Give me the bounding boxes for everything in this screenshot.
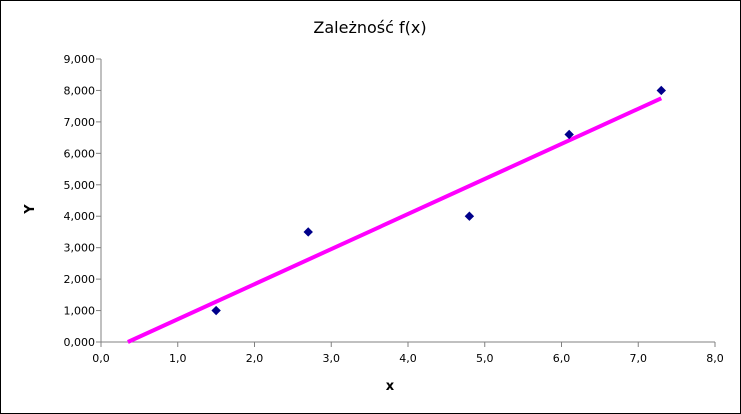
y-axis-ticks: 0,000 1,000 2,000 3,000 4,000 5,000 6,000 7,000…: [64, 53, 101, 349]
x-tick-label: 5,0: [476, 352, 494, 365]
data-point: [303, 227, 313, 237]
y-tick-label: 1,000: [64, 305, 96, 318]
axes: [100, 59, 715, 343]
chart-title: Zależność f(x): [313, 18, 426, 37]
x-tick-label: 1,0: [169, 352, 187, 365]
data-point: [464, 211, 475, 221]
x-tick-label: 8,0: [706, 352, 724, 365]
y-axis-title: Y: [23, 204, 38, 215]
y-tick-label: 5,000: [64, 179, 96, 192]
y-tick-label: 0,000: [64, 336, 96, 349]
y-tick-label: 4,000: [64, 210, 96, 223]
y-tick-label: 3,000: [64, 242, 96, 255]
y-tick-label: 7,000: [64, 116, 96, 129]
data-point: [564, 129, 574, 140]
data-point: [656, 85, 666, 96]
data-point: [211, 305, 221, 316]
x-tick-label: 2,0: [246, 352, 264, 365]
x-tick-label: 3,0: [323, 352, 341, 365]
x-axis-ticks: 0,0 1,0 2,0 3,0 4,0 5,0 6,0 7,0 8,0: [92, 342, 724, 365]
x-axis-title: x: [386, 379, 395, 394]
y-tick-label: 9,000: [64, 53, 96, 66]
x-tick-label: 7,0: [630, 352, 648, 365]
x-tick-label: 0,0: [92, 352, 110, 365]
series-layer: [127, 85, 666, 344]
trend-line: [127, 96, 663, 344]
y-tick-label: 2,000: [64, 273, 96, 286]
x-tick-label: 4,0: [399, 352, 417, 365]
x-tick-label: 6,0: [553, 352, 571, 365]
y-tick-label: 8,000: [64, 84, 96, 97]
y-tick-label: 6,000: [64, 147, 96, 160]
